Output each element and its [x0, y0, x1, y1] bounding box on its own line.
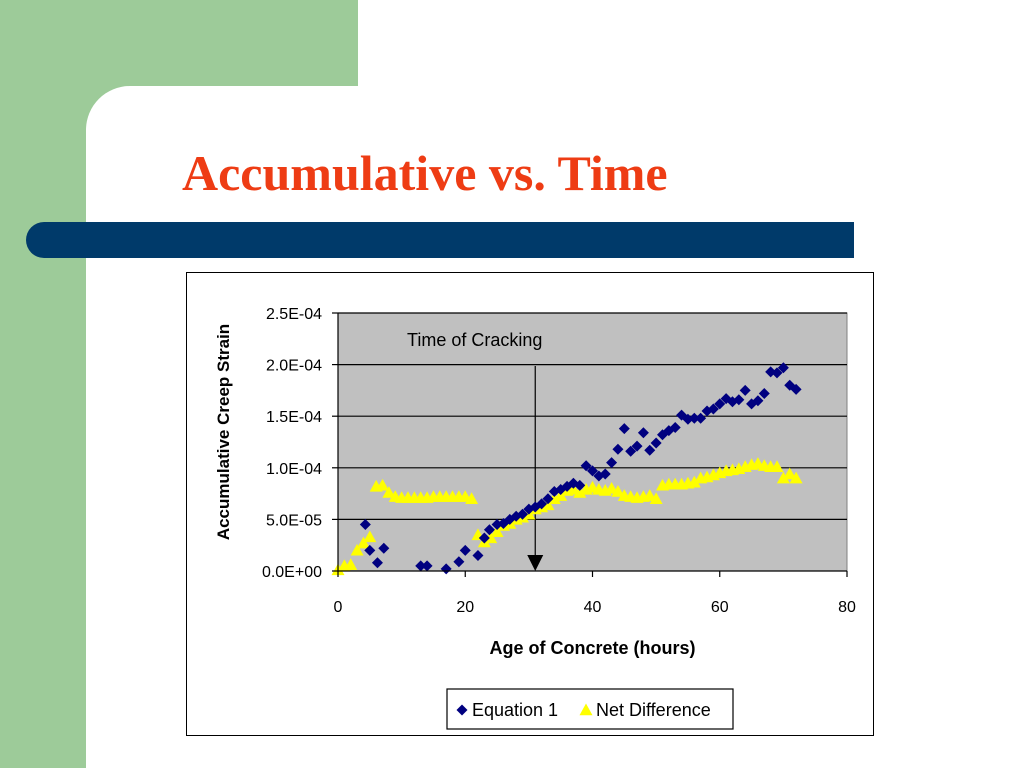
data-point-diamond — [637, 427, 649, 439]
cracking-arrow-head — [527, 555, 544, 571]
data-point-triangle — [770, 460, 784, 472]
data-point-triangle — [789, 471, 803, 484]
data-point-diamond — [536, 498, 548, 510]
title-underline-bar — [26, 222, 854, 258]
data-point-triangle — [687, 475, 701, 488]
x-tick-label: 60 — [711, 599, 729, 616]
data-point-diamond — [733, 394, 745, 406]
data-point-diamond — [453, 556, 465, 568]
data-point-diamond — [720, 393, 732, 405]
data-point-diamond — [644, 444, 656, 456]
data-point-diamond — [529, 501, 541, 513]
slide-title: Accumulative vs. Time — [182, 145, 668, 201]
data-point-diamond — [701, 405, 713, 417]
legend-label: Equation 1 — [472, 700, 558, 720]
data-point-triangle — [776, 471, 790, 484]
x-tick-label: 0 — [334, 599, 343, 616]
y-tick-label: 2.0E-04 — [266, 358, 322, 375]
series-equation-1 — [359, 362, 802, 575]
x-axis-label: Age of Concrete (hours) — [489, 638, 695, 658]
data-point-triangle — [356, 536, 370, 549]
y-tick-label: 2.5E-04 — [266, 306, 322, 323]
data-point-diamond — [714, 398, 726, 410]
data-point-diamond — [752, 395, 764, 407]
data-point-diamond — [612, 443, 624, 455]
legend-marker-triangle — [579, 703, 593, 716]
cracking-annotation: Time of Cracking — [407, 330, 544, 571]
data-point-diamond — [765, 366, 777, 378]
data-point-diamond — [758, 387, 770, 399]
data-point-diamond — [364, 544, 376, 556]
data-point-triangle — [649, 492, 663, 504]
data-point-diamond — [580, 460, 592, 472]
data-point-diamond — [483, 524, 495, 536]
data-point-diamond — [631, 440, 643, 452]
data-point-diamond — [650, 437, 662, 449]
data-point-diamond — [555, 483, 567, 495]
x-tick-label: 20 — [456, 599, 474, 616]
axes — [332, 312, 848, 577]
data-point-triangle — [382, 486, 396, 498]
data-point-diamond — [695, 412, 707, 424]
plot-area — [337, 312, 848, 572]
chart-frame: Time of Cracking 0.0E+00 5.0E-05 1.0E-04 1.… — [186, 272, 874, 736]
data-point-diamond — [739, 384, 751, 396]
annotation-label: Time of Cracking — [407, 330, 542, 350]
data-point-triangle — [554, 489, 568, 501]
x-tick-label: 40 — [584, 599, 602, 616]
data-point-diamond — [510, 510, 522, 522]
data-point-diamond — [618, 423, 630, 435]
data-point-diamond — [371, 557, 383, 569]
data-point-triangle — [344, 558, 358, 571]
data-point-diamond — [440, 563, 452, 575]
data-point-triangle — [490, 525, 504, 537]
legend-box — [446, 688, 734, 730]
data-point-triangle — [783, 467, 797, 480]
data-point-triangle — [541, 498, 555, 511]
data-point-diamond — [574, 479, 586, 491]
data-point-triangle — [611, 485, 625, 497]
scatter-chart: Time of Cracking 0.0E+00 5.0E-05 1.0E-04 1.… — [214, 306, 856, 730]
data-point-diamond — [669, 422, 681, 434]
data-point-diamond — [517, 508, 529, 520]
tick-labels: 0.0E+00 5.0E-05 1.0E-04 1.5E-04 2.0E-04 2.5E-… — [262, 306, 856, 616]
data-point-diamond — [790, 383, 802, 395]
data-point-diamond — [599, 468, 611, 480]
data-point-diamond — [421, 560, 433, 572]
data-point-triangle — [465, 492, 479, 504]
data-point-diamond — [777, 362, 789, 374]
data-point-diamond — [472, 550, 484, 562]
y-axis-label: Accumulative Creep Strain — [214, 324, 233, 540]
data-point-triangle — [376, 478, 390, 491]
data-point-diamond — [542, 493, 554, 505]
legend: Equation 1 Net Difference — [446, 688, 734, 730]
data-point-diamond — [625, 445, 637, 457]
y-tick-label: 5.0E-05 — [266, 512, 322, 529]
data-point-diamond — [606, 457, 618, 469]
data-point-diamond — [771, 367, 783, 379]
y-tick-label: 0.0E+00 — [262, 564, 322, 581]
data-point-diamond — [359, 519, 371, 531]
x-tick-label: 80 — [838, 599, 856, 616]
data-series — [331, 362, 803, 576]
y-tick-label: 1.0E-04 — [266, 461, 322, 478]
data-point-diamond — [378, 542, 390, 554]
data-point-triangle — [573, 486, 587, 498]
legend-label: Net Difference — [596, 700, 711, 720]
data-point-diamond — [415, 560, 427, 572]
data-point-triangle — [350, 543, 364, 556]
y-tick-label: 1.5E-04 — [266, 409, 322, 426]
legend-marker-diamond — [456, 704, 468, 716]
data-point-diamond — [688, 412, 700, 424]
data-point-diamond — [459, 544, 471, 556]
data-point-diamond — [707, 403, 719, 415]
data-point-triangle — [363, 530, 377, 543]
data-point-diamond — [587, 465, 598, 477]
data-point-diamond — [478, 532, 490, 544]
